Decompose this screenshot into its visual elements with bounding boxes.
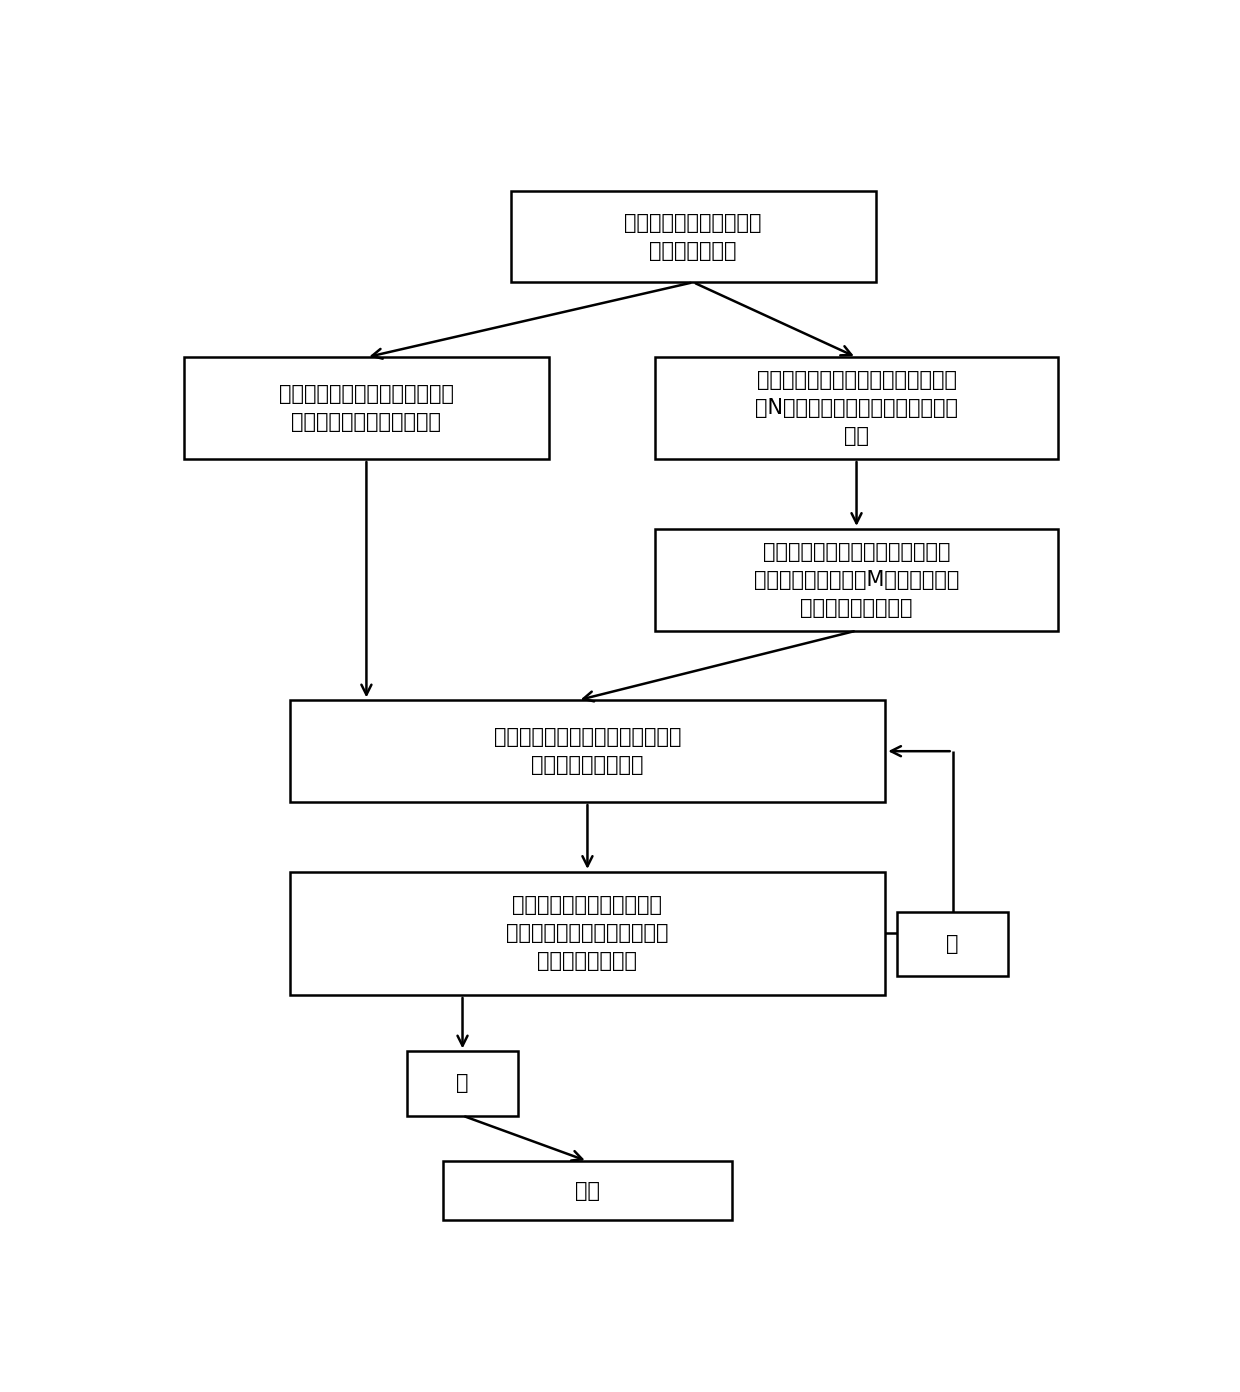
Bar — [290, 871, 885, 995]
Bar — [407, 1051, 518, 1115]
Text: 根据每个工作电流段中电池片效率
的分布情况，划分出M电池效率段，
得到二级筛分电池片: 根据每个工作电流段中电池片效率 的分布情况，划分出M电池效率段， 得到二级筛分电… — [754, 541, 960, 618]
Bar — [444, 1161, 732, 1221]
Bar — [511, 191, 875, 283]
Text: 是: 是 — [456, 1073, 469, 1094]
Text: 先确立先电流分档后效率
分档的分档模式: 先确立先电流分档后效率 分档的分档模式 — [625, 213, 761, 260]
Bar — [898, 912, 1008, 976]
Bar — [655, 358, 1058, 459]
Text: 依据电池片工作电流分布情况，划分
出N个工作电流段，得到一级筛分电
池片: 依据电池片工作电流分布情况，划分 出N个工作电流段，得到一级筛分电 池片 — [755, 370, 959, 447]
Text: 通过组件反馈的封损实验结果，对
比模型和实际差异。: 通过组件反馈的封损实验结果，对 比模型和实际差异。 — [494, 727, 681, 775]
Bar — [290, 700, 885, 802]
Text: 调整模型最小工作电流值和
最小效率值，实验数据和模型
一致或接近一致。: 调整模型最小工作电流值和 最小效率值，实验数据和模型 一致或接近一致。 — [506, 895, 668, 972]
Text: 设计电流分档文件（模型，对比
组），模拟组件输出结果。: 设计电流分档文件（模型，对比 组），模拟组件输出结果。 — [279, 384, 454, 432]
Bar — [655, 529, 1058, 631]
Text: 否: 否 — [946, 934, 959, 954]
Bar — [184, 358, 549, 459]
Text: 完成: 完成 — [575, 1180, 600, 1201]
